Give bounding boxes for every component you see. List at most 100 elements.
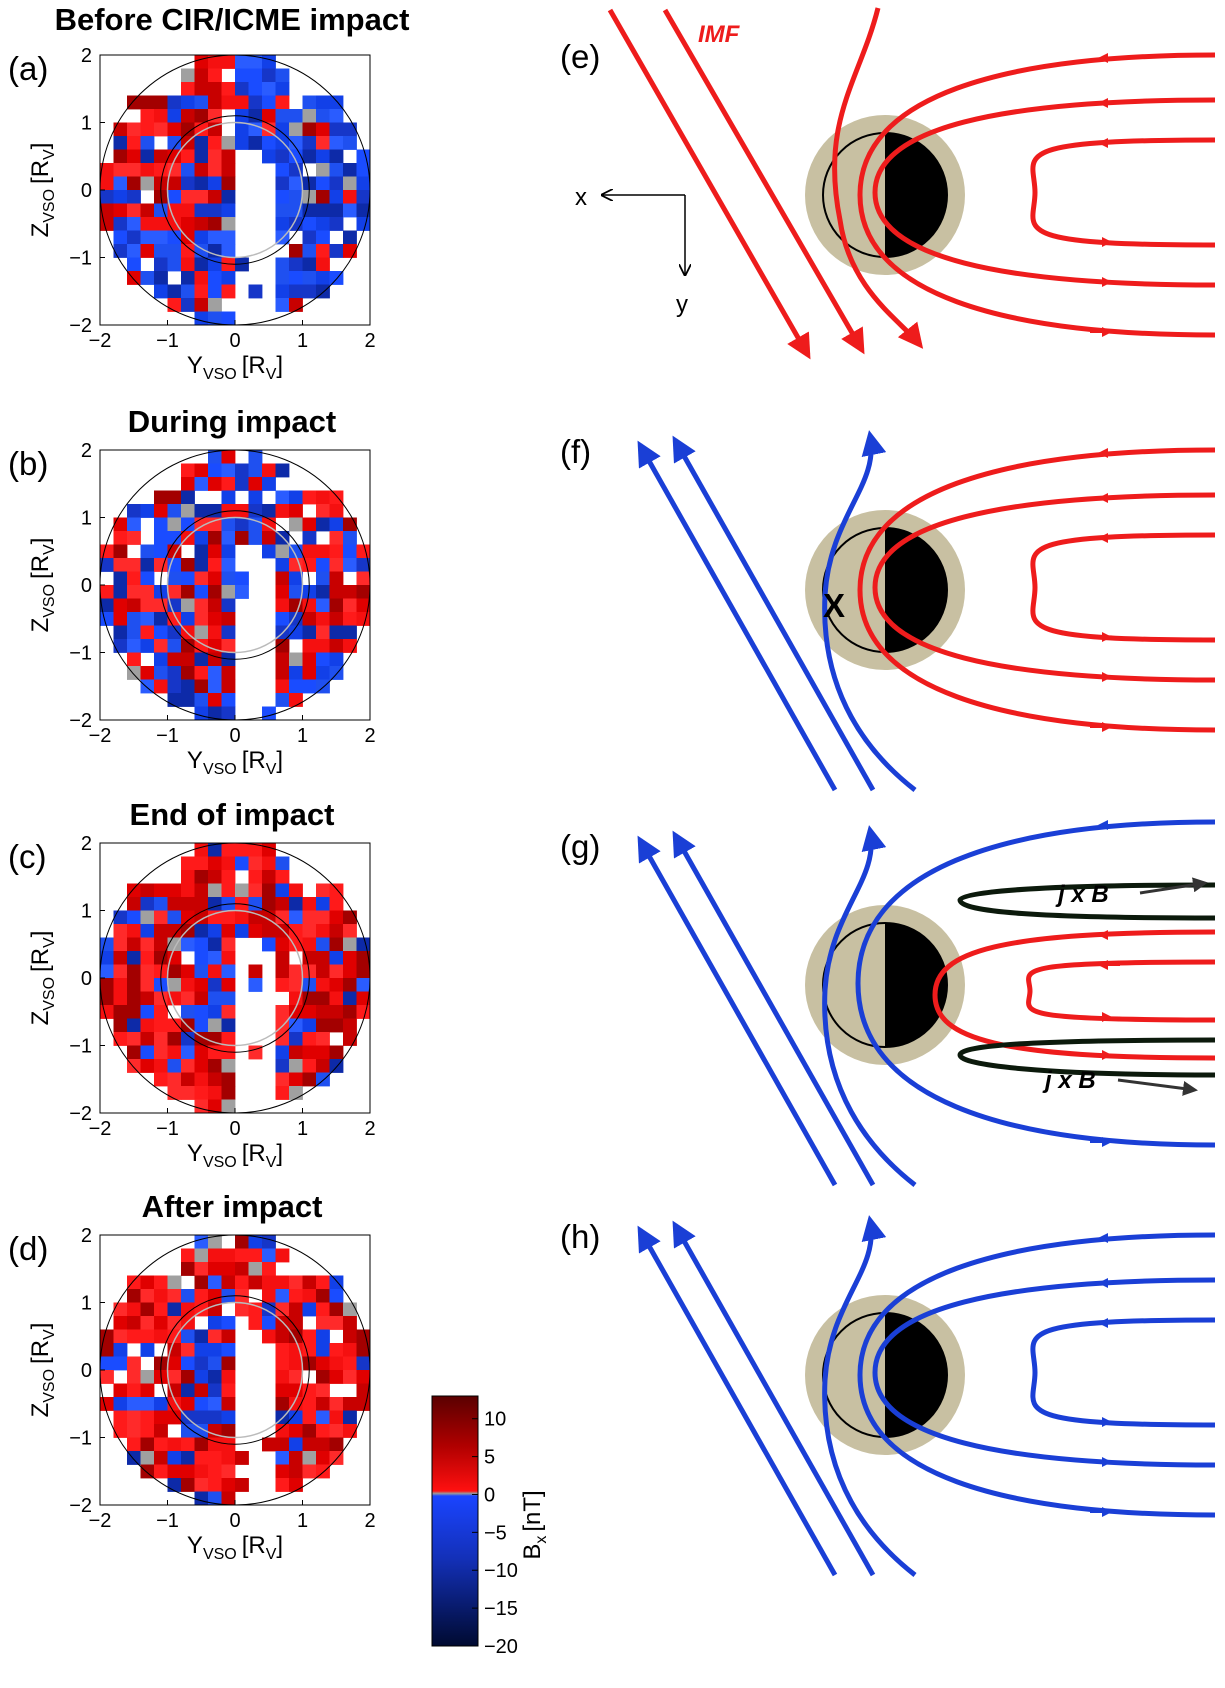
heatmap-cell: [113, 1005, 128, 1019]
heatmap-cell: [302, 217, 317, 231]
heatmap-cell: [343, 1410, 357, 1425]
heatmap-cell: [275, 271, 290, 285]
heatmap-cell: [194, 1451, 209, 1465]
heatmap-cell: [113, 937, 128, 952]
heatmap-cell: [329, 517, 344, 532]
heatmap-cell: [275, 1045, 290, 1060]
heatmap-cell: [248, 490, 263, 505]
heatmap-cell: [140, 1059, 155, 1073]
heatmap-cell: [140, 585, 155, 599]
heatmap-cell: [343, 1032, 357, 1046]
heatmap-cell: [356, 217, 370, 231]
imf-line: [637, 1225, 838, 1577]
heatmap-cell: [154, 625, 168, 640]
heatmap-cell: [181, 517, 195, 532]
heatmap-cell: [275, 1005, 290, 1019]
heatmap-cell: [140, 163, 155, 177]
heatmap-cell: [140, 203, 155, 218]
heatmap-cell: [275, 504, 290, 518]
heatmap-cell: [181, 666, 195, 680]
heatmap-cell: [316, 964, 330, 979]
heatmap-cell: [140, 558, 155, 572]
heatmap-cell: [275, 1356, 290, 1371]
heatmap-cell: [181, 463, 195, 478]
heatmap-cell: [221, 1018, 236, 1033]
heatmap-cell: [113, 1383, 128, 1398]
heatmap-cell: [167, 1018, 182, 1033]
heatmap-cell: [248, 1045, 263, 1060]
heatmap-cell: [167, 176, 182, 191]
y-tick-label: 1: [81, 1293, 92, 1315]
heatmap-cell: [329, 136, 344, 150]
heatmap-cell: [194, 1491, 209, 1505]
heatmap-cell: [181, 217, 195, 231]
heatmap-cell: [289, 1424, 303, 1438]
y-axis-label: ZVSO[RV]: [27, 538, 58, 633]
heatmap-cell: [208, 1235, 222, 1249]
heatmap-cell: [221, 477, 236, 491]
heatmap-cell: [127, 244, 141, 258]
current-sheet-line: [957, 882, 1216, 921]
heatmap-cell: [316, 257, 330, 272]
heatmap-cell: [113, 1316, 128, 1330]
jxb-label: j x B: [1042, 1067, 1096, 1094]
heatmap-cell: [140, 217, 155, 231]
heatmap-cell: [100, 964, 114, 979]
heatmap-cell: [167, 666, 182, 680]
heatmap-cell: [113, 964, 128, 979]
heatmap-cell: [208, 1086, 222, 1100]
heatmap-cell: [167, 1289, 182, 1303]
heatmap-cell: [235, 122, 249, 137]
heatmap-cell: [167, 504, 182, 518]
heatmap-cell: [140, 897, 155, 911]
y-axis-text: y: [676, 291, 688, 318]
heatmap-cell: [329, 490, 344, 505]
heatmap-cell: [154, 1316, 168, 1330]
heatmap-cell: [154, 951, 168, 965]
heatmap-cell: [181, 257, 195, 272]
heatmap-cell: [262, 706, 276, 720]
heatmap-cell: [316, 1018, 330, 1033]
heatmap-cell: [140, 1451, 155, 1465]
heatmap-cell: [113, 244, 128, 258]
tail-field-line: [872, 97, 1216, 288]
heatmap-cell: [167, 1072, 182, 1087]
heatmap-cell: [113, 163, 128, 177]
heatmap-cell: [167, 190, 182, 204]
heatmap-cell: [208, 612, 222, 626]
heatmap-cell: [113, 1397, 128, 1411]
heatmap-cell: [113, 1356, 128, 1371]
tail-field-line: [872, 1277, 1216, 1468]
heatmap-cell: [289, 490, 303, 505]
heatmap-cell: [248, 883, 263, 898]
imf-label: IMF: [698, 21, 741, 48]
y-tick-label: −2: [69, 1103, 92, 1125]
heatmap-cell: [275, 284, 290, 299]
heatmap-cell: [100, 937, 114, 952]
heatmap-cell: [127, 163, 141, 177]
heatmap-cell: [302, 544, 317, 559]
heatmap-cell: [194, 1478, 209, 1492]
heatmap-cell: [329, 910, 344, 925]
heatmap-cell: [356, 1397, 370, 1411]
heatmap-cell: [208, 271, 222, 285]
heatmap-cell: [275, 679, 290, 694]
heatmap-cell: [356, 964, 370, 979]
heatmap-cell: [194, 991, 209, 1006]
heatmap-cell: [208, 937, 222, 952]
heatmap-cell: [289, 1302, 303, 1317]
heatmap-cell: [221, 203, 236, 218]
heatmap-cell: [127, 1424, 141, 1438]
heatmap-cell: [113, 910, 128, 925]
heatmap-cell: [167, 910, 182, 925]
heatmap-cell: [248, 68, 263, 83]
draped-imf-line: [822, 825, 917, 1187]
heatmap-cells: [100, 450, 370, 720]
heatmap-cell: [302, 203, 317, 218]
heatmap-cell: [262, 149, 276, 164]
heatmap-cell: [208, 1383, 222, 1398]
heatmap-cell: [356, 1356, 370, 1371]
heatmap-panel-1: Before CIR/ICME impact(a) −2 −1 0 1 2 2 1 0 −1 −2 Y…: [8, 2, 409, 383]
heatmap-cell: [316, 1032, 330, 1046]
heatmap-cell: [208, 1032, 222, 1046]
